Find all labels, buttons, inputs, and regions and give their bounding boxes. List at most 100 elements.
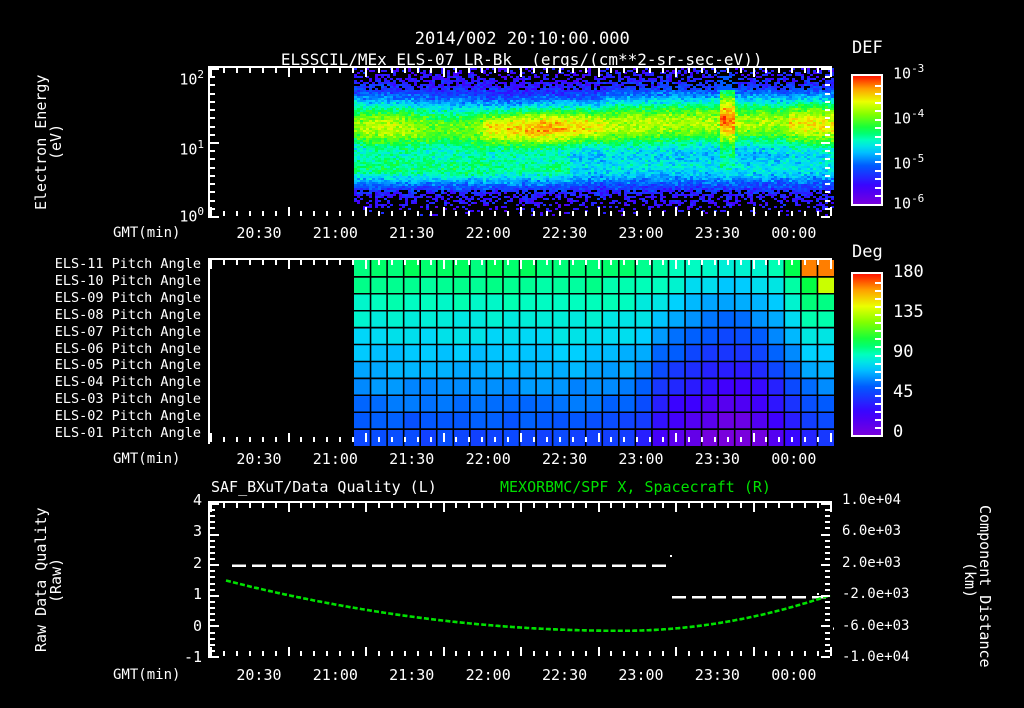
axis-tick: [390, 503, 393, 508]
axis-tick: [210, 521, 215, 524]
bottom-panel-xlabel: GMT(min): [113, 667, 181, 683]
axis-tick: [825, 582, 830, 585]
axis-tick: [210, 625, 219, 628]
axis-tick: [739, 437, 742, 442]
axis-tick: [649, 68, 652, 73]
axis-tick: [623, 68, 626, 73]
pitch-angle-row-label-5: ELS-06 Pitch Angle: [54, 340, 201, 357]
bot-xtick-2: 21:30: [389, 666, 435, 684]
def-colorbar[interactable]: [851, 74, 883, 206]
axis-tick: [584, 68, 587, 73]
axis-tick: [700, 651, 703, 656]
pitch-angle-row-label-8: ELS-03 Pitch Angle: [54, 391, 201, 408]
axis-tick: [365, 433, 367, 442]
axis-tick: [532, 68, 535, 73]
colorbar-tick: [875, 370, 881, 373]
axis-tick: [825, 92, 830, 95]
axis-tick: [778, 651, 781, 656]
electron-energy-spectrogram-panel[interactable]: [208, 66, 834, 220]
axis-tick: [636, 503, 639, 508]
axis-tick: [377, 437, 380, 442]
axis-tick: [210, 125, 215, 128]
axis-tick: [210, 216, 219, 218]
axis-tick: [545, 651, 548, 656]
axis-tick: [825, 100, 830, 103]
axis-tick: [274, 260, 277, 265]
axis-tick: [455, 211, 458, 216]
axis-tick: [520, 433, 522, 442]
axis-tick: [636, 437, 639, 442]
axis-tick: [222, 68, 225, 73]
mid-xtick-7: 00:00: [771, 450, 817, 468]
colorbar-tick: [875, 426, 881, 429]
axis-tick: [597, 503, 600, 512]
axis-tick: [597, 68, 600, 77]
axis-tick: [825, 613, 830, 616]
colorbar-tick: [875, 282, 881, 285]
axis-tick: [274, 437, 277, 442]
axis-tick: [377, 260, 380, 265]
bottom-ytick-left-3: 1: [192, 585, 202, 604]
axis-tick: [675, 207, 677, 216]
axis-tick: [675, 433, 677, 442]
axis-tick: [416, 211, 419, 216]
axis-tick: [210, 613, 215, 616]
axis-tick: [662, 211, 665, 216]
top-xtick-1: 21:00: [312, 224, 358, 242]
axis-tick: [752, 68, 755, 77]
axis-tick: [700, 437, 703, 442]
bottom-ytick-right-2: 2.0e+03: [842, 554, 902, 571]
axis-tick: [532, 651, 535, 656]
colorbar-tick: [875, 378, 881, 381]
axis-tick: [700, 260, 703, 265]
axis-tick: [545, 503, 548, 508]
axis-tick: [520, 260, 522, 269]
data-quality-distance-panel[interactable]: [208, 501, 834, 660]
axis-tick: [584, 651, 587, 656]
axis-tick: [825, 76, 830, 79]
axis-tick: [494, 437, 497, 442]
top-xtick-7: 00:00: [771, 224, 817, 242]
axis-tick: [739, 211, 742, 216]
axis-tick: [222, 211, 225, 216]
axis-tick: [210, 158, 215, 161]
top-ytick-2: 100: [179, 205, 204, 226]
axis-tick: [365, 647, 367, 656]
axis-tick: [752, 433, 755, 442]
bottom-ytick-right-1: 6.0e+03: [842, 523, 902, 540]
bottom-ytick-left-2: 2: [192, 553, 202, 572]
axis-tick: [403, 211, 406, 216]
axis-tick: [210, 92, 215, 95]
axis-tick: [765, 260, 768, 265]
axis-tick: [352, 437, 355, 442]
axis-tick: [210, 607, 215, 610]
axis-tick: [403, 260, 406, 265]
deg-colorbar[interactable]: [851, 272, 883, 437]
axis-tick: [558, 503, 561, 508]
axis-tick: [825, 588, 830, 591]
axis-tick: [765, 437, 768, 442]
axis-tick: [821, 625, 830, 628]
axis-tick: [390, 651, 393, 656]
deg-colorbar-tick-1: 135: [893, 302, 924, 322]
pitch-angle-row-label-4: ELS-07 Pitch Angle: [54, 323, 201, 340]
axis-tick: [804, 503, 807, 508]
axis-tick: [825, 174, 830, 177]
axis-tick: [778, 211, 781, 216]
axis-tick: [455, 503, 458, 508]
axis-tick: [649, 211, 652, 216]
axis-tick: [235, 503, 238, 508]
bottom-ytick-left-1: 3: [192, 522, 202, 541]
axis-tick: [558, 68, 561, 73]
colorbar-tick: [875, 330, 881, 333]
axis-tick: [429, 68, 432, 73]
axis-tick: [804, 651, 807, 656]
axis-tick: [825, 158, 830, 161]
axis-tick: [287, 68, 290, 77]
colorbar-tick: [875, 306, 881, 309]
colorbar-tick: [875, 322, 881, 325]
axis-tick: [248, 68, 251, 73]
axis-tick: [313, 437, 316, 442]
pitch-angle-panel[interactable]: [208, 258, 834, 446]
axis-tick: [210, 503, 212, 512]
